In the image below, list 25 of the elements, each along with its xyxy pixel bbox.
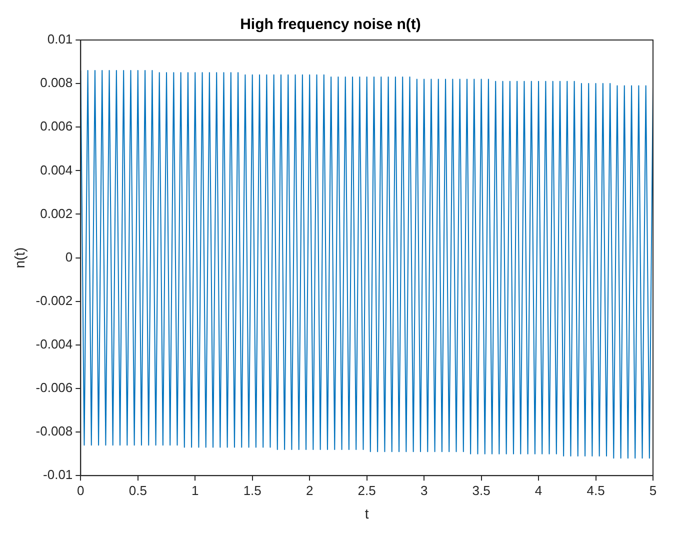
x-axis-title: t (364, 505, 369, 522)
y-tick-label: 0.004 (40, 162, 73, 178)
x-tick-label: 1.5 (243, 482, 262, 498)
y-tick-label: 0.01 (47, 32, 73, 47)
x-tick-label: 4.5 (586, 482, 605, 498)
x-tick-label: 2.5 (358, 482, 376, 498)
x-tick-label: 1 (192, 482, 199, 498)
x-tick-label: 0 (77, 482, 84, 498)
chart-title: High frequency noise n(t) (240, 16, 421, 34)
y-tick-label: -0.01 (43, 467, 73, 482)
y-tick-label: -0.008 (36, 424, 73, 439)
y-tick-label: 0.008 (40, 75, 73, 90)
x-tick-label: 3.5 (472, 482, 490, 498)
x-tick-label: 5 (649, 482, 657, 498)
y-tick-label: -0.006 (36, 380, 73, 396)
y-tick-label: -0.002 (36, 292, 73, 308)
y-tick-label: -0.004 (36, 336, 73, 352)
y-tick-label: 0 (65, 249, 73, 264)
y-axis-title: n(t) (11, 247, 28, 268)
y-tick-label: 0.006 (40, 118, 73, 134)
x-tick-label: 3 (420, 482, 428, 498)
x-tick-label: 4 (534, 482, 542, 498)
y-tick-label: 0.002 (40, 206, 73, 221)
x-tick-label: 0.5 (128, 482, 147, 498)
x-tick-label: 2 (306, 482, 314, 498)
